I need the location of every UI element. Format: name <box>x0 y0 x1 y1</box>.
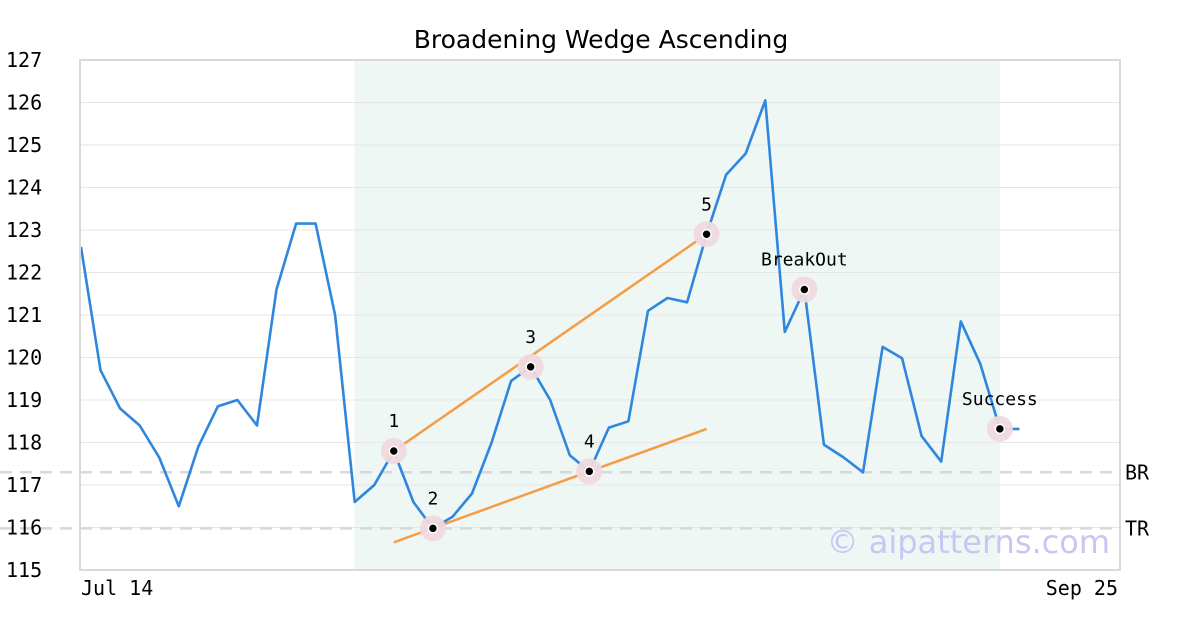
trend-lines-layer <box>393 233 708 544</box>
reference-line-label: TR <box>1125 516 1150 540</box>
pattern-point-label: 3 <box>525 327 536 348</box>
pattern-point <box>584 466 595 477</box>
y-tick-label: 117 <box>6 473 42 497</box>
price-line-layer <box>79 99 1020 530</box>
pattern-point-label: 2 <box>427 488 438 509</box>
y-tick-label: 116 <box>6 516 42 540</box>
y-tick-label: 115 <box>6 558 42 582</box>
y-tick-label: 124 <box>6 176 42 200</box>
pattern-point-label: 4 <box>584 431 595 452</box>
y-tick-label: 118 <box>6 431 42 455</box>
pattern-point-label: BreakOut <box>761 250 848 271</box>
pattern-point-label: 1 <box>388 411 399 432</box>
plot-frame <box>79 59 1121 571</box>
y-tick-label: 119 <box>6 388 42 412</box>
pattern-point <box>427 523 439 534</box>
y-tick-label: 122 <box>6 261 42 285</box>
price-line <box>79 99 1020 530</box>
reference-lines-layer: BR TR <box>0 460 1150 540</box>
x-tick-label: Sep 25 <box>1046 576 1118 600</box>
trend-line <box>393 427 708 544</box>
pattern-point-label: Success <box>962 389 1038 410</box>
chart-title: Broadening Wedge Ascending <box>414 25 789 54</box>
reference-line-label: BR <box>1125 460 1150 484</box>
pattern-point <box>994 423 1006 435</box>
pattern-point <box>525 361 536 373</box>
y-tick-label: 126 <box>6 91 42 115</box>
axes-layer: 115116117118119120121122123124125126127J… <box>6 48 1121 600</box>
trend-line <box>393 233 708 453</box>
pattern-points-layer: 1 2 3 4 5 BreakOut Success <box>380 194 1038 542</box>
y-tick-label: 121 <box>6 303 42 327</box>
y-tick-label: 123 <box>6 218 42 242</box>
y-tick-label: 127 <box>6 48 42 72</box>
x-tick-label: Jul 14 <box>81 576 153 600</box>
y-tick-label: 120 <box>6 346 42 370</box>
pattern-point-label: 5 <box>701 194 712 215</box>
pattern-point <box>799 284 810 295</box>
pattern-point <box>701 229 712 240</box>
pattern-point <box>388 445 400 457</box>
y-tick-label: 125 <box>6 133 42 157</box>
watermark: © aipatterns.com <box>827 523 1110 561</box>
